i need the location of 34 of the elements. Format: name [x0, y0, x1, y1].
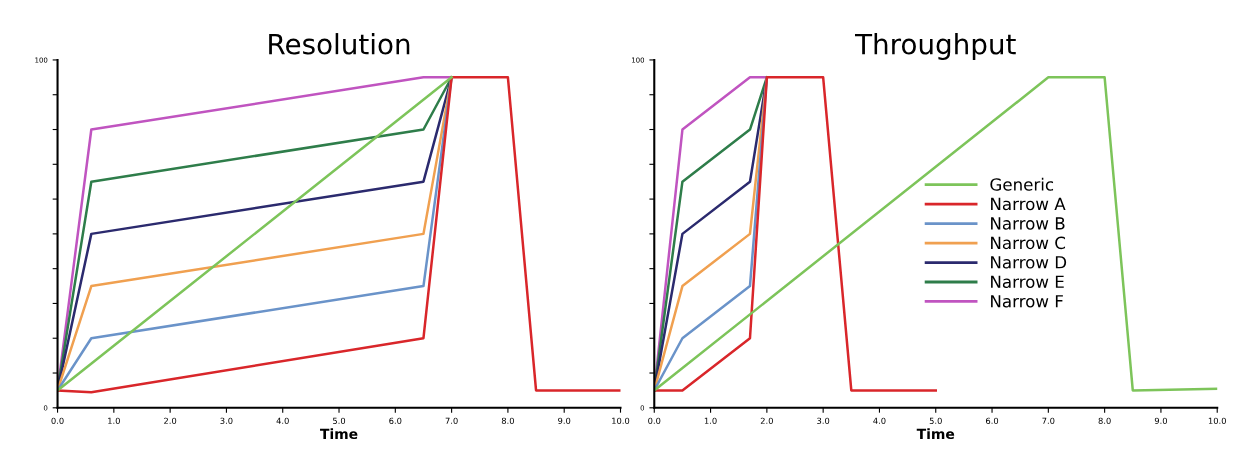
x-tick-label: 6.0 [986, 417, 999, 424]
legend-label: Narrow F [991, 295, 1063, 308]
x-tick-label: 0.0 [51, 417, 64, 424]
x-tick-label: 5.0 [333, 417, 346, 424]
x-axis-title: Time [916, 428, 955, 440]
legend-label: Narrow D [991, 256, 1067, 269]
x-tick-label: 3.0 [817, 417, 830, 424]
x-tick-label: 0.0 [648, 417, 661, 424]
x-tick-label: 10.0 [612, 417, 630, 424]
x-tick-label: 2.0 [760, 417, 773, 424]
chart-title: Throughput [855, 33, 1016, 60]
x-tick-label: 1.0 [108, 417, 120, 424]
x-tick-label: 9.0 [1154, 417, 1167, 424]
x-tick-label: 5.0 [929, 417, 942, 424]
legend-label: Narrow B [991, 217, 1065, 230]
x-tick-label: 9.0 [558, 417, 571, 424]
line-series [57, 76, 621, 394]
x-tick-label: 8.0 [1098, 417, 1111, 424]
x-tick-label: 6.0 [389, 417, 402, 424]
x-axis-title: Time [320, 428, 358, 440]
legend-label: Generic [990, 177, 1054, 191]
legend-label: Narrow A [991, 197, 1066, 211]
chart-title: Resolution [269, 33, 410, 55]
x-tick-label: 3.0 [220, 417, 233, 424]
x-tick-label: 4.0 [873, 417, 886, 424]
x-tick-label: 8.0 [501, 417, 514, 424]
x-tick-label: 2.0 [164, 417, 177, 424]
legend-label: Narrow E [991, 275, 1064, 289]
legend-label: Narrow C [991, 236, 1066, 250]
x-tick-label: 4.0 [276, 417, 289, 424]
x-tick-label: 7.0 [1042, 417, 1055, 424]
x-tick-label: 10.0 [1208, 417, 1226, 424]
x-tick-label: 7.0 [445, 417, 458, 424]
x-tick-label: 1.0 [704, 417, 717, 424]
